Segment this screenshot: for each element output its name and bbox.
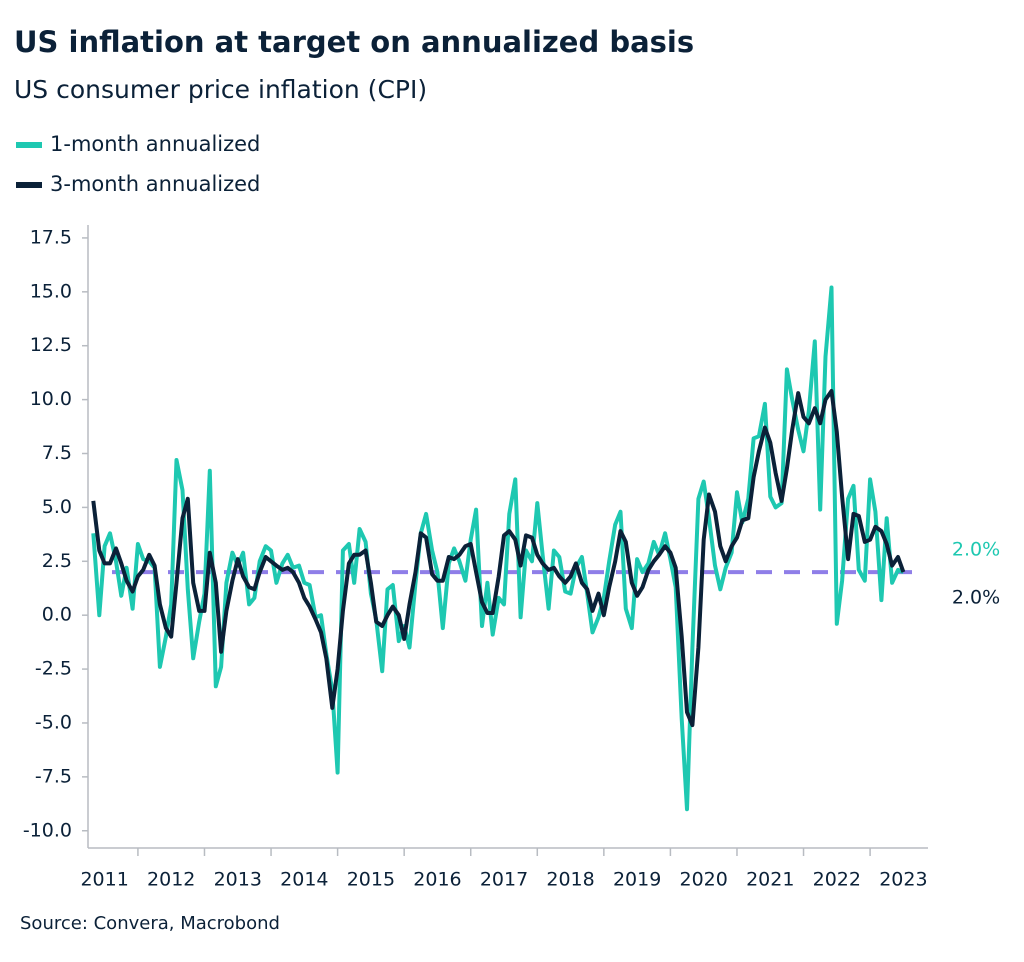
y-tick-label: -10.0 [23, 819, 72, 841]
y-tick-label: 2.5 [42, 550, 72, 572]
x-tick-label: 2016 [413, 869, 461, 891]
x-tick-label: 2023 [879, 869, 927, 891]
y-tick-label: -5.0 [35, 711, 72, 733]
y-tick-label: 10.0 [30, 388, 72, 410]
x-tick-label: 2013 [214, 869, 262, 891]
y-tick-label: 7.5 [42, 442, 72, 464]
y-tick-label: 12.5 [30, 334, 72, 356]
end-label: 2.0% [952, 539, 1000, 561]
source-note: Source: Convera, Macrobond [20, 913, 280, 934]
y-tick-label: -2.5 [35, 658, 72, 680]
y-tick-label: 5.0 [42, 496, 72, 518]
x-tick-label: 2022 [813, 869, 861, 891]
legend-label: 3-month annualized [50, 172, 260, 196]
series-line [91, 389, 906, 728]
y-tick-label: -7.5 [35, 765, 72, 787]
legend-label: 1-month annualized [50, 132, 260, 156]
chart-subtitle: US consumer price inflation (CPI) [14, 75, 427, 104]
series-line [91, 285, 905, 812]
x-tick-label: 2015 [347, 869, 395, 891]
chart-title: US inflation at target on annualized bas… [14, 25, 694, 59]
x-tick-label: 2012 [147, 869, 195, 891]
x-tick-label: 2020 [680, 869, 728, 891]
y-tick-label: 17.5 [30, 226, 72, 248]
end-label: 2.0% [952, 587, 1000, 609]
y-tick-label: 15.0 [30, 280, 72, 302]
x-tick-label: 2014 [280, 869, 328, 891]
x-tick-label: 2019 [613, 869, 661, 891]
y-tick-label: 0.0 [42, 604, 72, 626]
x-tick-label: 2021 [746, 869, 794, 891]
x-tick-label: 2017 [480, 869, 528, 891]
x-tick-label: 2018 [546, 869, 594, 891]
x-tick-label: 2011 [80, 869, 128, 891]
